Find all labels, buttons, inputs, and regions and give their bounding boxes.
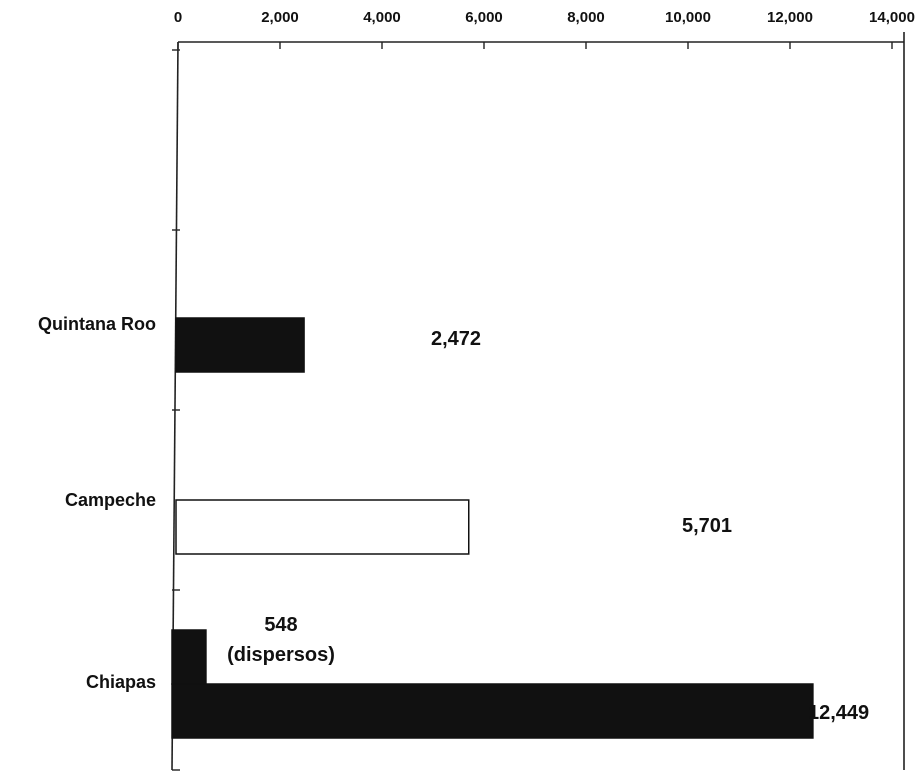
data-label: 12,449: [808, 702, 869, 724]
bar-secondary: [171, 629, 207, 685]
category-label: Chiapas: [86, 672, 156, 692]
x-tick-label: 2,000: [261, 9, 299, 26]
axes: 0 2,000 4,000 6,000 8,000 10,000 12,000 14,000: [171, 9, 915, 771]
x-tick-label: 4,000: [363, 9, 401, 26]
x-tick-label: 10,000: [665, 9, 711, 26]
bars: [171, 317, 814, 739]
data-label: 5,701: [682, 515, 732, 537]
x-tick-label: 12,000: [767, 9, 813, 26]
labels: Quintana Roo Campeche Chiapas 2,472 5,701 548…: [38, 314, 869, 724]
x-tick-label: 0: [174, 9, 182, 26]
data-label: 548 (dispersos): [227, 614, 335, 666]
x-tick-label: 6,000: [465, 9, 503, 26]
bar: [175, 499, 470, 555]
data-label-line: 548: [264, 614, 297, 636]
bar: [175, 317, 305, 373]
data-label: 2,472: [431, 328, 481, 350]
x-tick-label: 14,000: [869, 9, 915, 26]
bar: [171, 683, 814, 739]
category-label: Campeche: [65, 490, 156, 510]
x-tick-label: 8,000: [567, 9, 605, 26]
category-label: Quintana Roo: [38, 314, 156, 334]
data-label-line: (dispersos): [227, 644, 335, 666]
